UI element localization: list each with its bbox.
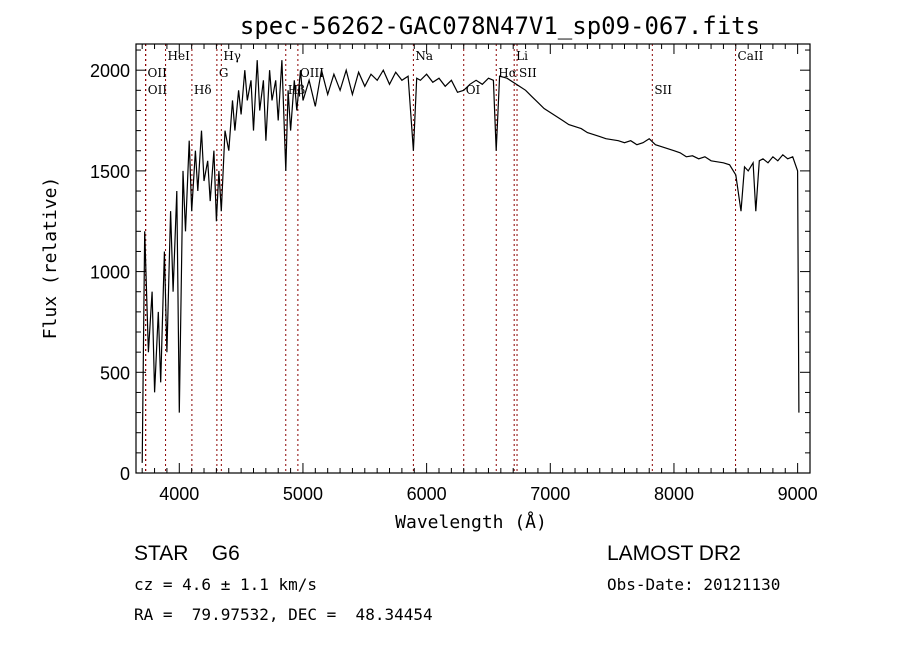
x-tick-label: 6000 bbox=[407, 484, 447, 504]
x-tick-label: 7000 bbox=[530, 484, 570, 504]
emission-line-label: Hδ bbox=[194, 83, 212, 97]
emission-line-label: Hγ bbox=[223, 49, 241, 63]
emission-line-label: CaII bbox=[738, 49, 764, 63]
y-tick-label: 500 bbox=[100, 363, 130, 383]
emission-line-label: Li bbox=[516, 49, 528, 63]
y-tick-label: 2000 bbox=[90, 61, 130, 81]
redshift: cz = 4.6 ± 1.1 km/s bbox=[134, 575, 317, 594]
emission-line-label: Na bbox=[415, 49, 433, 63]
emission-line-label: OII bbox=[148, 83, 168, 97]
obs-date: Obs-Date: 20121130 bbox=[607, 575, 780, 594]
chart-title: spec-56262-GAC078N47V1_sp09-067.fits bbox=[240, 12, 760, 40]
y-tick-label: 1500 bbox=[90, 162, 130, 182]
emission-line-label: G bbox=[219, 66, 229, 80]
emission-line-label: OIII bbox=[300, 66, 324, 80]
emission-line-label: HeI bbox=[168, 49, 191, 63]
emission-line-label: Hβ bbox=[288, 83, 305, 97]
axes: 4000 5000 6000 7000 8000 9000 0 500 1000 1500 2000 bbox=[90, 44, 818, 504]
plot-frame bbox=[135, 43, 811, 474]
y-tick-label: 1000 bbox=[90, 263, 130, 283]
y-axis-label: Flux (relative) bbox=[40, 177, 61, 340]
x-tick-label: 8000 bbox=[654, 484, 694, 504]
x-axis-label: Wavelength (Å) bbox=[395, 511, 547, 533]
coordinates: RA = 79.97532, DEC = 48.34454 bbox=[134, 605, 433, 624]
object-class: STAR G6 bbox=[134, 542, 240, 565]
emission-line-label: OII bbox=[148, 66, 168, 80]
survey-name: LAMOST DR2 bbox=[607, 542, 741, 565]
x-tick-label: 5000 bbox=[283, 484, 323, 504]
x-tick-label: 9000 bbox=[778, 484, 818, 504]
spectrum-line bbox=[141, 60, 800, 463]
emission-line-label: SII bbox=[654, 83, 672, 97]
emission-line-label: SII bbox=[519, 66, 537, 80]
emission-line-label: OI bbox=[466, 83, 481, 97]
y-tick-label: 0 bbox=[120, 464, 130, 484]
x-tick-label: 4000 bbox=[159, 484, 199, 504]
